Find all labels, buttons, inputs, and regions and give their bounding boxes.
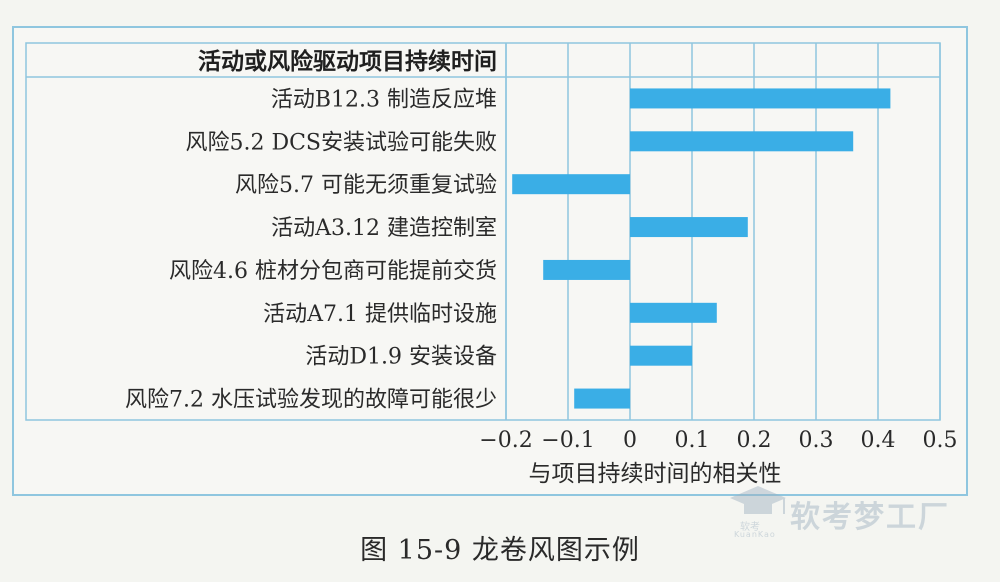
watermark-main-text: 软考梦工厂: [790, 500, 950, 535]
x-tick-label: 0.3: [799, 428, 834, 453]
bar: [574, 388, 630, 409]
x-tick-label: −0.1: [541, 428, 594, 453]
bar: [630, 345, 692, 366]
category-label: 风险4.6 桩材分包商可能提前交货: [169, 259, 497, 284]
x-tick-label: 0: [623, 428, 637, 453]
watermark: 软考 KuanKao 软考梦工厂: [728, 482, 978, 542]
bar: [630, 88, 891, 109]
watermark-logo-text: 软考: [740, 522, 760, 533]
category-label: 活动B12.3 制造反应堆: [271, 87, 497, 112]
bar: [630, 131, 854, 152]
watermark-logo-sub: KuanKao: [734, 530, 776, 539]
x-tick-label: −0.2: [479, 428, 532, 453]
chart-header: 活动或风险驱动项目持续时间: [198, 48, 497, 75]
x-tick-label: 0.1: [675, 428, 710, 453]
x-tick-label: 0.5: [923, 428, 958, 453]
category-label: 活动D1.9 安装设备: [305, 345, 497, 370]
category-label: 风险7.2 水压试验发现的故障可能很少: [125, 388, 497, 413]
x-tick-label: 0.2: [737, 428, 772, 453]
figure-caption: 图 15-9 龙卷风图示例: [360, 535, 640, 566]
bar: [543, 259, 630, 280]
bar: [630, 217, 748, 238]
bar: [512, 174, 630, 195]
bar: [630, 302, 717, 323]
category-label: 活动A3.12 建造控制室: [271, 216, 497, 241]
category-label: 风险5.2 DCS安装试验可能失败: [185, 130, 497, 155]
graduation-cap-icon: [730, 486, 786, 514]
x-tick-label: 0.4: [861, 428, 896, 453]
x-axis-label: 与项目持续时间的相关性: [529, 461, 782, 487]
category-label: 风险5.7 可能无须重复试验: [235, 173, 497, 198]
category-label: 活动A7.1 提供临时设施: [263, 302, 497, 327]
